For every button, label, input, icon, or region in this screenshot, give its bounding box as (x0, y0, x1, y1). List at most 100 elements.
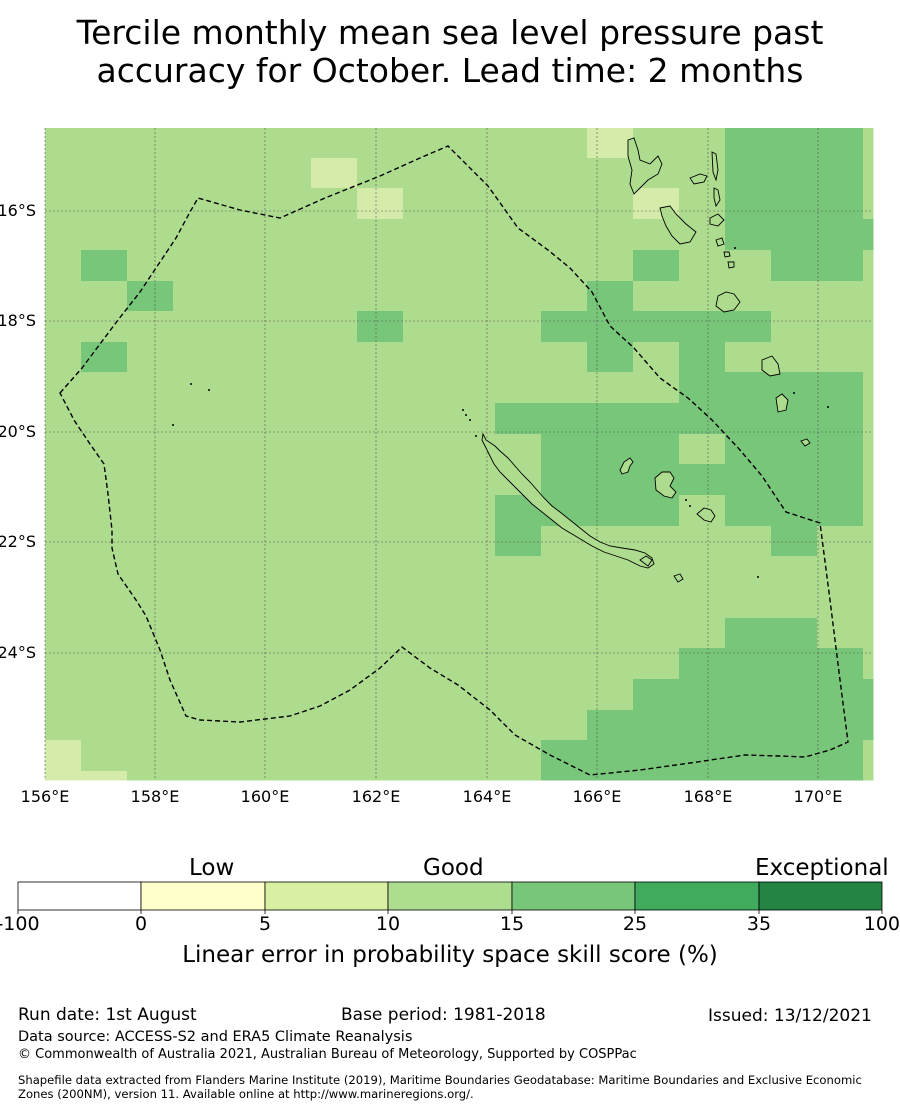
skill-cell (127, 281, 174, 312)
skill-cell (45, 648, 82, 680)
skill-cell (771, 158, 818, 189)
skill-cell (357, 587, 404, 619)
skill-cell (357, 342, 404, 373)
skill-cell (863, 128, 874, 159)
aneityum-island (800, 438, 811, 447)
skill-cell (45, 158, 82, 189)
skill-cell (311, 495, 358, 527)
colorbar-tick: -100 (0, 913, 40, 935)
skill-cell (771, 434, 818, 465)
skill-cell (817, 434, 864, 465)
skill-cell (771, 188, 818, 220)
loyalty-island-3 (696, 507, 716, 523)
islet (208, 389, 210, 391)
skill-cell (357, 158, 404, 189)
colorbar-tick: 5 (258, 913, 272, 935)
malakula-island (659, 205, 697, 245)
lon-label-164e: 164°E (462, 787, 512, 806)
skill-cell (403, 403, 450, 435)
skill-cell (403, 710, 450, 741)
skill-cell (863, 372, 874, 404)
skill-cell (679, 372, 726, 404)
map-gridlines (44, 128, 873, 780)
skill-cell (311, 771, 358, 781)
skill-cell (81, 495, 128, 527)
skill-cell (449, 556, 496, 588)
skill-cell (817, 526, 864, 557)
skill-cell (219, 250, 266, 282)
skill-cell (449, 648, 496, 680)
skill-cell (449, 587, 496, 619)
skill-cell (357, 618, 404, 649)
skill-cell (265, 618, 312, 649)
skill-cell (45, 464, 82, 496)
skill-cell (541, 587, 588, 619)
skill-cell (863, 587, 874, 619)
islet (757, 576, 759, 578)
skill-cell (127, 158, 174, 189)
skill-cell (449, 495, 496, 527)
skill-cell (771, 771, 818, 781)
skill-cell (311, 618, 358, 649)
loyalty-island-1 (619, 457, 634, 475)
skill-cell (81, 587, 128, 619)
islet (465, 414, 467, 416)
skill-cell (633, 128, 680, 159)
skill-cell (127, 495, 174, 527)
skill-cell (81, 219, 128, 251)
skill-cell (495, 128, 542, 159)
skill-cell (219, 158, 266, 189)
lon-label-162e: 162°E (351, 787, 401, 806)
skill-cell (45, 587, 82, 619)
skill-cell (45, 679, 82, 711)
skill-cell (633, 618, 680, 649)
skill-cell (587, 587, 634, 619)
skill-cell (495, 281, 542, 312)
skill-cell (587, 128, 634, 159)
skill-cell (311, 311, 358, 343)
skill-cell (265, 464, 312, 496)
skill-cell (587, 679, 634, 711)
skill-cell (679, 250, 726, 282)
skill-cell (817, 710, 864, 741)
skill-cell (81, 372, 128, 404)
skill-cell (357, 495, 404, 527)
skill-cell (449, 311, 496, 343)
skill-cell (173, 464, 220, 496)
skill-cell (495, 710, 542, 741)
skill-cell (173, 403, 220, 435)
shepherd-island-2 (727, 261, 735, 269)
tanna-island (775, 393, 789, 413)
skill-cell (173, 740, 220, 772)
skill-cell (219, 188, 266, 220)
skill-cell (311, 281, 358, 312)
colorbar-tick: 35 (746, 913, 772, 935)
skill-cell (311, 526, 358, 557)
skill-cell (81, 342, 128, 373)
skill-cell (541, 158, 588, 189)
skill-cell (127, 710, 174, 741)
skill-cell (357, 434, 404, 465)
skill-cell (495, 219, 542, 251)
skill-cell (45, 128, 82, 159)
skill-cell (817, 342, 864, 373)
ambae-island (689, 173, 708, 185)
skill-cell (633, 311, 680, 343)
espiritu-santo-island (627, 137, 663, 195)
skill-cell (633, 679, 680, 711)
skill-cell (219, 128, 266, 159)
skill-cell (219, 587, 266, 619)
skill-cell (173, 771, 220, 781)
skill-cell (81, 250, 128, 282)
skill-cell (679, 618, 726, 649)
skill-cell (127, 434, 174, 465)
skill-cell (771, 587, 818, 619)
skill-cell (127, 587, 174, 619)
skill-cell (219, 710, 266, 741)
skill-cell (127, 556, 174, 588)
lat-label-18s: 18°S (0, 311, 36, 330)
skill-cell (725, 618, 772, 649)
skill-cell (495, 372, 542, 404)
skill-cell (449, 158, 496, 189)
